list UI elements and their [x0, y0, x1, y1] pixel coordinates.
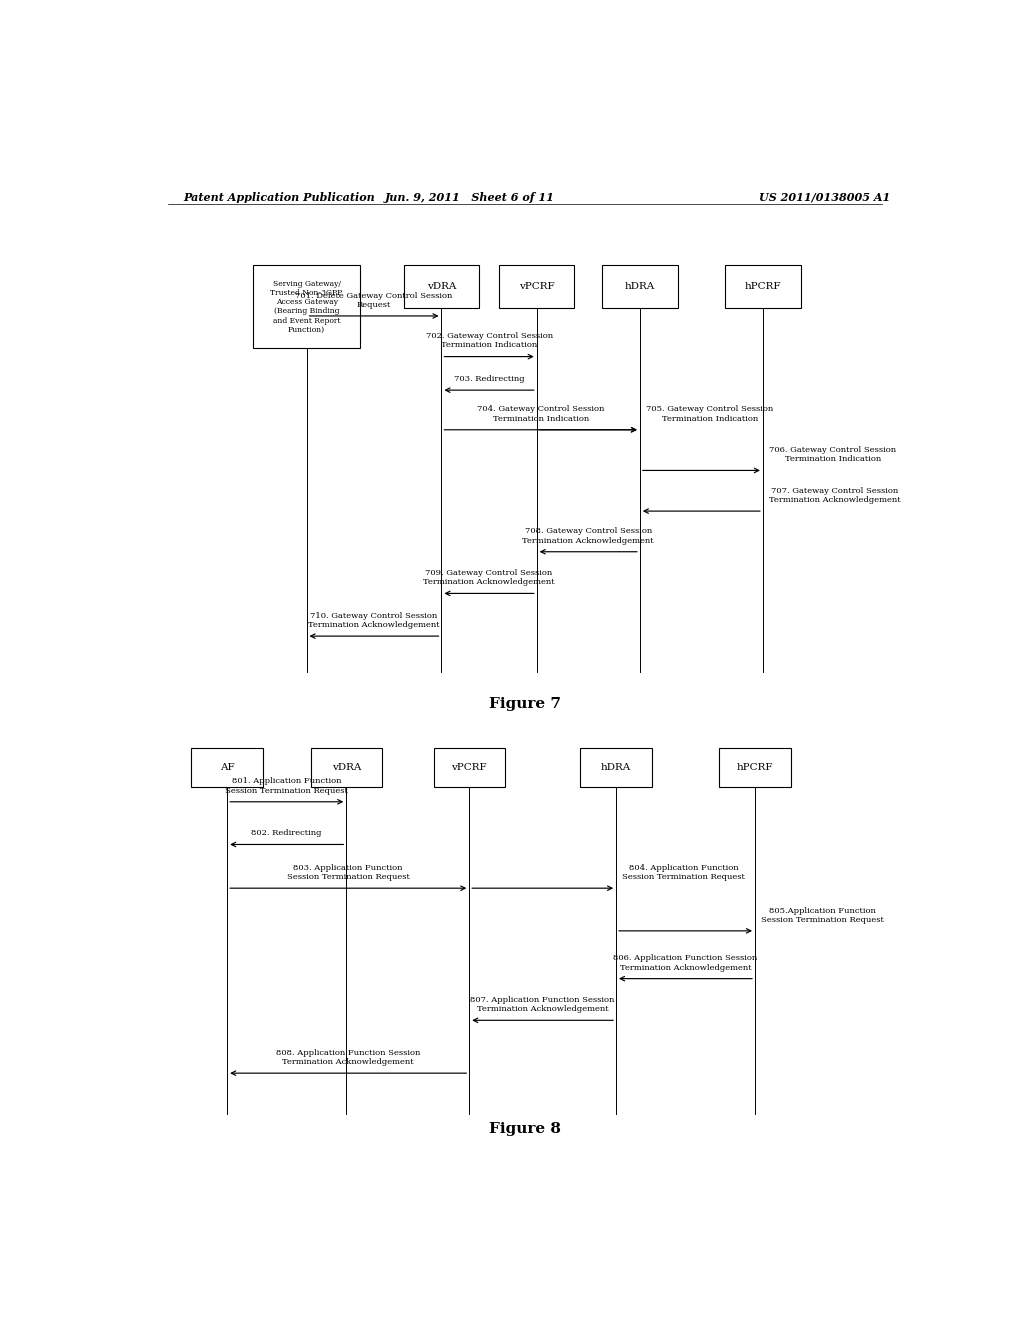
Text: Figure 8: Figure 8 — [488, 1122, 561, 1137]
Text: AF: AF — [220, 763, 234, 772]
Bar — [725, 265, 801, 308]
Text: 807. Application Function Session
Termination Acknowledgement: 807. Application Function Session Termin… — [470, 997, 614, 1014]
Text: US 2011/0138005 A1: US 2011/0138005 A1 — [759, 191, 890, 203]
Text: vDRA: vDRA — [427, 282, 456, 290]
Text: 708. Gateway Control Session
Termination Acknowledgement: 708. Gateway Control Session Termination… — [522, 528, 654, 545]
Bar — [719, 748, 791, 787]
Text: Figure 7: Figure 7 — [488, 697, 561, 711]
Text: hDRA: hDRA — [601, 763, 631, 772]
Text: 704. Gateway Control Session
Termination Indication: 704. Gateway Control Session Termination… — [477, 405, 604, 422]
Bar — [310, 748, 382, 787]
Text: 710. Gateway Control Session
Termination Acknowledgement: 710. Gateway Control Session Termination… — [308, 611, 440, 630]
Text: 707. Gateway Control Session
Termination Acknowledgement: 707. Gateway Control Session Termination… — [769, 487, 901, 504]
Text: 701. Delete Gateway Control Session
Request: 701. Delete Gateway Control Session Requ… — [295, 292, 453, 309]
Bar — [403, 265, 479, 308]
Bar — [499, 265, 574, 308]
Text: 706. Gateway Control Session
Termination Indication: 706. Gateway Control Session Termination… — [769, 446, 896, 463]
Text: hPCRF: hPCRF — [736, 763, 773, 772]
Text: vPCRF: vPCRF — [452, 763, 487, 772]
Bar — [253, 265, 360, 348]
Text: 703. Redirecting: 703. Redirecting — [454, 375, 524, 383]
Text: hPCRF: hPCRF — [744, 282, 781, 290]
Text: 806. Application Function Session
Termination Acknowledgement: 806. Application Function Session Termin… — [613, 954, 758, 972]
Text: Jun. 9, 2011   Sheet 6 of 11: Jun. 9, 2011 Sheet 6 of 11 — [384, 191, 554, 203]
Text: 801. Application Function
Session Termination Request: 801. Application Function Session Termin… — [225, 777, 348, 795]
Text: 709. Gateway Control Session
Termination Acknowledgement: 709. Gateway Control Session Termination… — [423, 569, 555, 586]
Text: Serving Gateway/
Trusted Non-3GPP
Access Gateway
(Bearing Binding
and Event Repo: Serving Gateway/ Trusted Non-3GPP Access… — [270, 280, 343, 334]
Bar — [602, 265, 678, 308]
Text: vPCRF: vPCRF — [519, 282, 555, 290]
Text: 808. Application Function Session
Termination Acknowledgement: 808. Application Function Session Termin… — [276, 1049, 421, 1067]
Text: 802. Redirecting: 802. Redirecting — [252, 829, 322, 837]
Text: 702. Gateway Control Session
Termination Indication: 702. Gateway Control Session Termination… — [426, 333, 553, 350]
Text: Patent Application Publication: Patent Application Publication — [183, 191, 376, 203]
Text: vDRA: vDRA — [332, 763, 360, 772]
Text: 805.Application Function
Session Termination Request: 805.Application Function Session Termina… — [761, 907, 884, 924]
Bar — [581, 748, 651, 787]
Text: 705. Gateway Control Session
Termination Indication: 705. Gateway Control Session Termination… — [646, 405, 773, 422]
Text: 804. Application Function
Session Termination Request: 804. Application Function Session Termin… — [623, 863, 745, 880]
Bar — [191, 748, 263, 787]
Text: 803. Application Function
Session Termination Request: 803. Application Function Session Termin… — [287, 863, 410, 880]
Text: hDRA: hDRA — [625, 282, 655, 290]
Bar — [433, 748, 505, 787]
